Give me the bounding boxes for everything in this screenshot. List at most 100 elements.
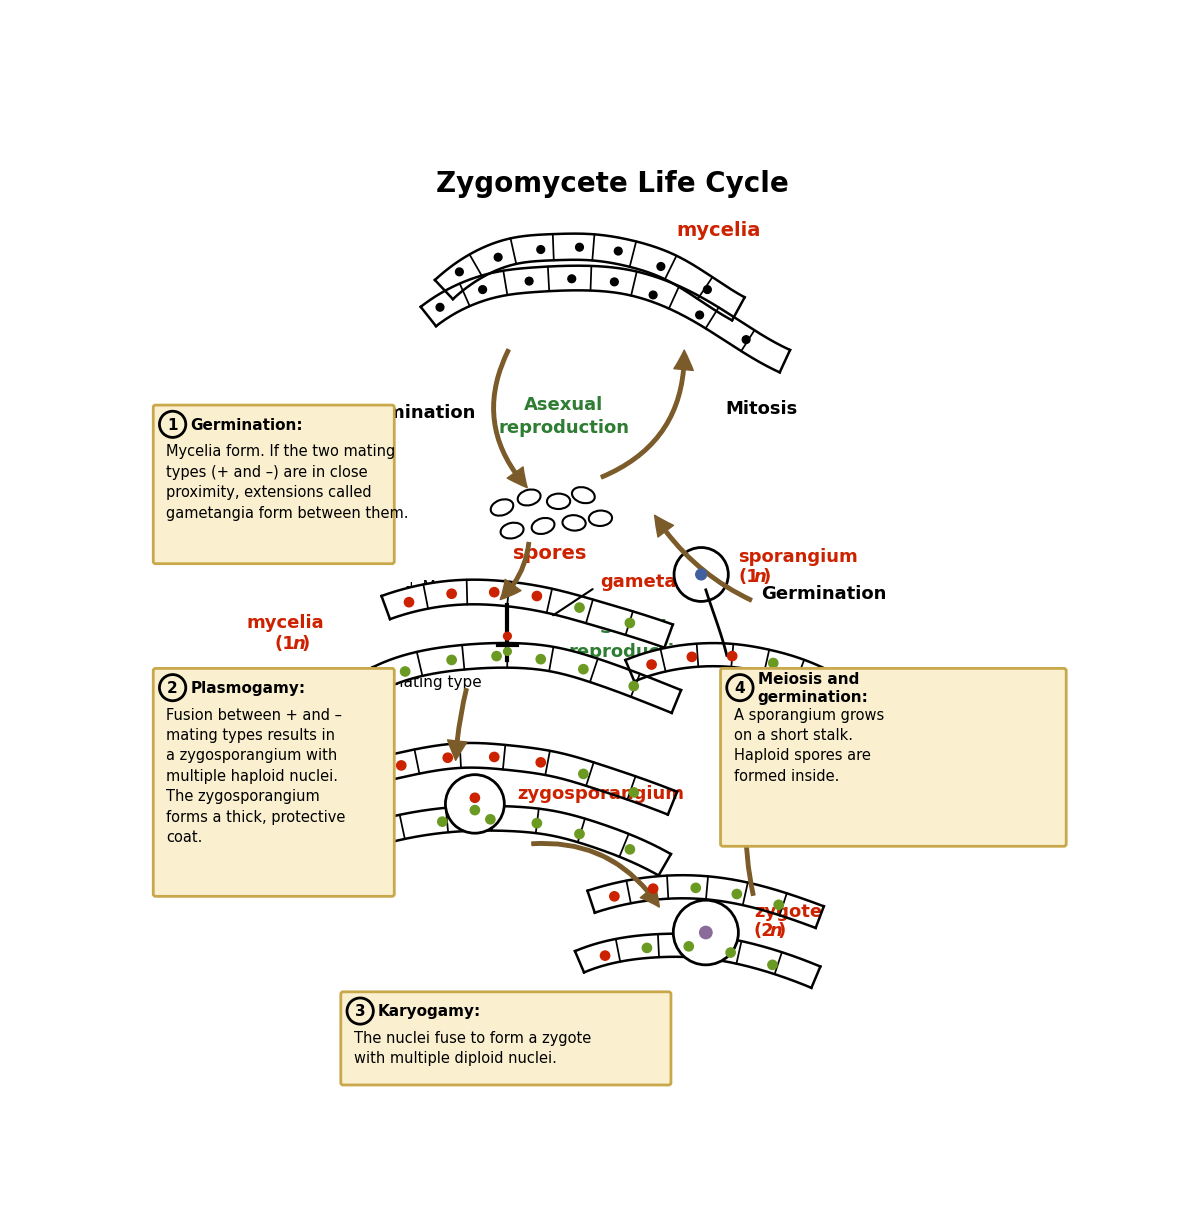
- Text: Plasmogamy:: Plasmogamy:: [190, 680, 306, 696]
- Circle shape: [674, 548, 728, 602]
- Circle shape: [537, 655, 545, 663]
- Text: Germination:: Germination:: [190, 418, 304, 433]
- Circle shape: [436, 303, 443, 311]
- Text: A sporangium grows
on a short stalk.
Haploid spores are
formed inside.: A sporangium grows on a short stalk. Hap…: [734, 707, 884, 783]
- Circle shape: [646, 660, 656, 669]
- Circle shape: [537, 245, 545, 254]
- Circle shape: [842, 689, 852, 699]
- Polygon shape: [421, 266, 790, 373]
- FancyArrowPatch shape: [601, 351, 693, 479]
- Circle shape: [526, 277, 533, 284]
- Circle shape: [704, 286, 711, 293]
- Circle shape: [447, 590, 456, 598]
- Text: 2: 2: [167, 680, 178, 696]
- Polygon shape: [625, 644, 868, 711]
- Circle shape: [600, 951, 609, 960]
- Circle shape: [578, 769, 588, 779]
- Circle shape: [347, 998, 373, 1024]
- Text: Karyogamy:: Karyogamy:: [378, 1004, 482, 1019]
- FancyArrowPatch shape: [448, 688, 468, 760]
- Circle shape: [404, 597, 413, 607]
- Text: + Mating type: + Mating type: [405, 580, 514, 595]
- Text: n: n: [754, 568, 767, 586]
- Circle shape: [699, 927, 712, 939]
- Text: Germination: Germination: [761, 585, 887, 603]
- Text: 3: 3: [355, 1004, 366, 1019]
- Text: Germination: Germination: [350, 403, 476, 422]
- Circle shape: [614, 248, 623, 255]
- Text: zygote: zygote: [754, 902, 822, 921]
- Circle shape: [611, 278, 618, 286]
- FancyArrowPatch shape: [744, 727, 767, 895]
- Circle shape: [159, 674, 185, 701]
- Text: Zygomycete Life Cycle: Zygomycete Life Cycle: [436, 170, 789, 199]
- Text: mycelia: mycelia: [676, 221, 761, 240]
- Circle shape: [649, 884, 657, 894]
- Text: – Mating type: – Mating type: [378, 674, 482, 690]
- Circle shape: [446, 775, 504, 834]
- Circle shape: [727, 948, 735, 958]
- Circle shape: [490, 753, 498, 761]
- Text: The nuclei fuse to form a zygote
with multiple diploid nuclei.: The nuclei fuse to form a zygote with mu…: [354, 1031, 592, 1067]
- Text: Fusion between + and –
mating types results in
a zygosporangium with
multiple ha: Fusion between + and – mating types resu…: [166, 707, 345, 845]
- Circle shape: [575, 603, 584, 612]
- FancyBboxPatch shape: [341, 992, 670, 1085]
- FancyArrowPatch shape: [501, 542, 531, 600]
- Circle shape: [673, 900, 739, 965]
- Circle shape: [657, 262, 664, 270]
- FancyBboxPatch shape: [153, 405, 394, 564]
- Text: sporangium: sporangium: [739, 548, 858, 565]
- Circle shape: [774, 900, 784, 910]
- Circle shape: [537, 758, 545, 767]
- Circle shape: [576, 244, 583, 251]
- Circle shape: [609, 891, 619, 901]
- Circle shape: [575, 829, 584, 839]
- Circle shape: [733, 889, 741, 899]
- Circle shape: [385, 826, 394, 835]
- Circle shape: [728, 651, 737, 661]
- Text: ): ): [762, 568, 771, 586]
- Circle shape: [805, 672, 815, 680]
- Circle shape: [492, 651, 501, 661]
- Text: 1: 1: [167, 418, 178, 433]
- Circle shape: [625, 845, 635, 855]
- FancyArrowPatch shape: [532, 841, 660, 907]
- Text: Mycelia form. If the two mating
types (+ and –) are in close
proximity, extensio: Mycelia form. If the two mating types (+…: [166, 444, 409, 521]
- Circle shape: [470, 793, 479, 802]
- Polygon shape: [381, 580, 673, 647]
- Circle shape: [695, 311, 704, 319]
- Circle shape: [503, 647, 511, 656]
- Circle shape: [625, 618, 635, 628]
- Circle shape: [400, 667, 410, 676]
- Text: ): ): [778, 922, 786, 940]
- Polygon shape: [373, 642, 681, 714]
- Text: Mitosis: Mitosis: [725, 400, 798, 418]
- Text: ): ): [302, 635, 310, 652]
- Circle shape: [455, 268, 464, 276]
- Polygon shape: [588, 875, 823, 928]
- Circle shape: [470, 805, 479, 815]
- Circle shape: [503, 633, 511, 640]
- Text: (2: (2: [754, 922, 774, 940]
- Circle shape: [447, 656, 456, 664]
- Circle shape: [642, 943, 651, 953]
- Circle shape: [485, 815, 495, 824]
- Circle shape: [687, 652, 697, 662]
- Text: Sexual
reproduction: Sexual reproduction: [569, 619, 699, 661]
- FancyArrowPatch shape: [655, 515, 752, 602]
- Circle shape: [768, 960, 777, 970]
- FancyArrowPatch shape: [492, 349, 527, 488]
- Circle shape: [532, 591, 541, 601]
- Circle shape: [578, 664, 588, 674]
- Text: Meiosis and
germination:: Meiosis and germination:: [758, 672, 869, 705]
- Polygon shape: [575, 934, 820, 988]
- FancyBboxPatch shape: [721, 668, 1066, 846]
- Text: (1: (1: [275, 635, 295, 652]
- Circle shape: [649, 291, 657, 299]
- Text: n: n: [293, 635, 306, 652]
- Circle shape: [742, 336, 750, 343]
- Text: mycelia: mycelia: [246, 614, 324, 631]
- Polygon shape: [435, 234, 744, 320]
- Circle shape: [532, 819, 541, 828]
- Circle shape: [568, 275, 576, 283]
